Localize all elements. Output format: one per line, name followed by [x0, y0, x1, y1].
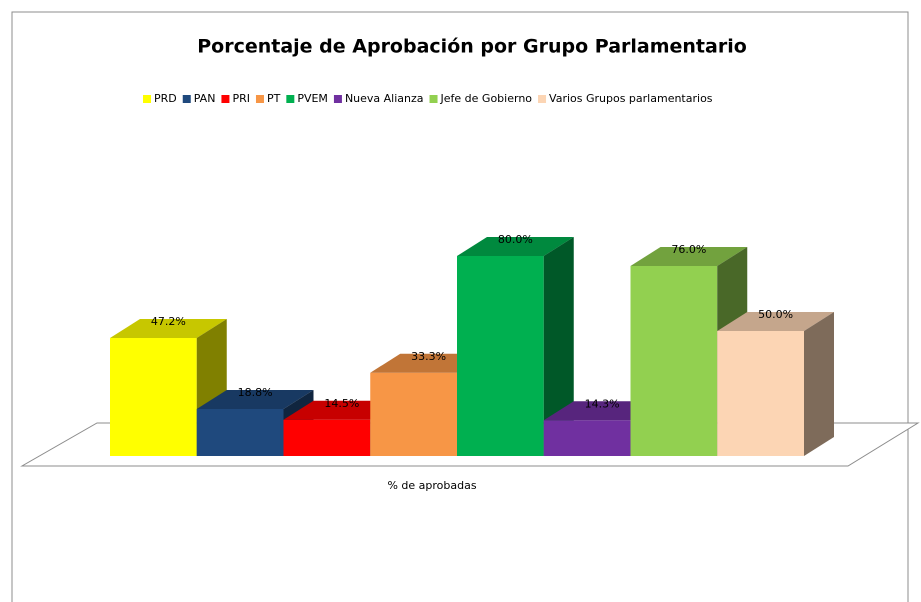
- data-label: 14.5%: [324, 397, 359, 410]
- data-label: 33.3%: [411, 350, 446, 363]
- legend-label: PRI: [232, 92, 250, 105]
- legend-label: PRD: [154, 92, 177, 105]
- bar-front: [110, 338, 197, 456]
- bar-top: [630, 247, 748, 266]
- bar-top: [717, 312, 834, 331]
- bar-top: [196, 390, 314, 409]
- legend-swatch: [143, 95, 151, 103]
- category-label: % de aprobadas: [387, 479, 476, 492]
- legend-label: PAN: [194, 92, 216, 105]
- legend-swatch: [429, 95, 438, 103]
- data-label: 18.8%: [238, 386, 273, 399]
- bar-top: [110, 319, 227, 338]
- legend-swatch: [182, 95, 191, 103]
- data-label: 76.0%: [671, 243, 706, 256]
- bar-front: [283, 419, 371, 456]
- legend-label: Varios Grupos parlamentarios: [549, 92, 713, 105]
- chart-title: Porcentaje de Aprobación por Grupo Parla…: [197, 36, 747, 58]
- legend-swatch: [286, 95, 295, 103]
- legend-label: PVEM: [297, 92, 328, 105]
- bar-front: [717, 331, 804, 456]
- bar-side: [804, 312, 834, 456]
- legend-swatch: [538, 95, 547, 103]
- data-label: 14.3%: [585, 397, 620, 410]
- bar-front: [196, 409, 284, 456]
- legend-swatch: [221, 95, 230, 103]
- legend-swatch: [255, 95, 264, 103]
- data-label: 50.0%: [758, 308, 793, 321]
- bar-front: [457, 256, 544, 456]
- bar-front: [370, 372, 457, 456]
- legend-swatch: [333, 95, 342, 103]
- bar-front: [543, 420, 631, 456]
- data-label: 80.0%: [498, 233, 533, 246]
- legend-label: Nueva Alianza: [345, 92, 424, 105]
- bar-top: [457, 237, 574, 256]
- data-label: 47.2%: [151, 315, 186, 328]
- legend-label: Jefe de Gobierno: [440, 92, 533, 105]
- bar-side: [543, 237, 574, 456]
- legend-label: PT: [267, 92, 281, 105]
- bar-front: [630, 266, 718, 456]
